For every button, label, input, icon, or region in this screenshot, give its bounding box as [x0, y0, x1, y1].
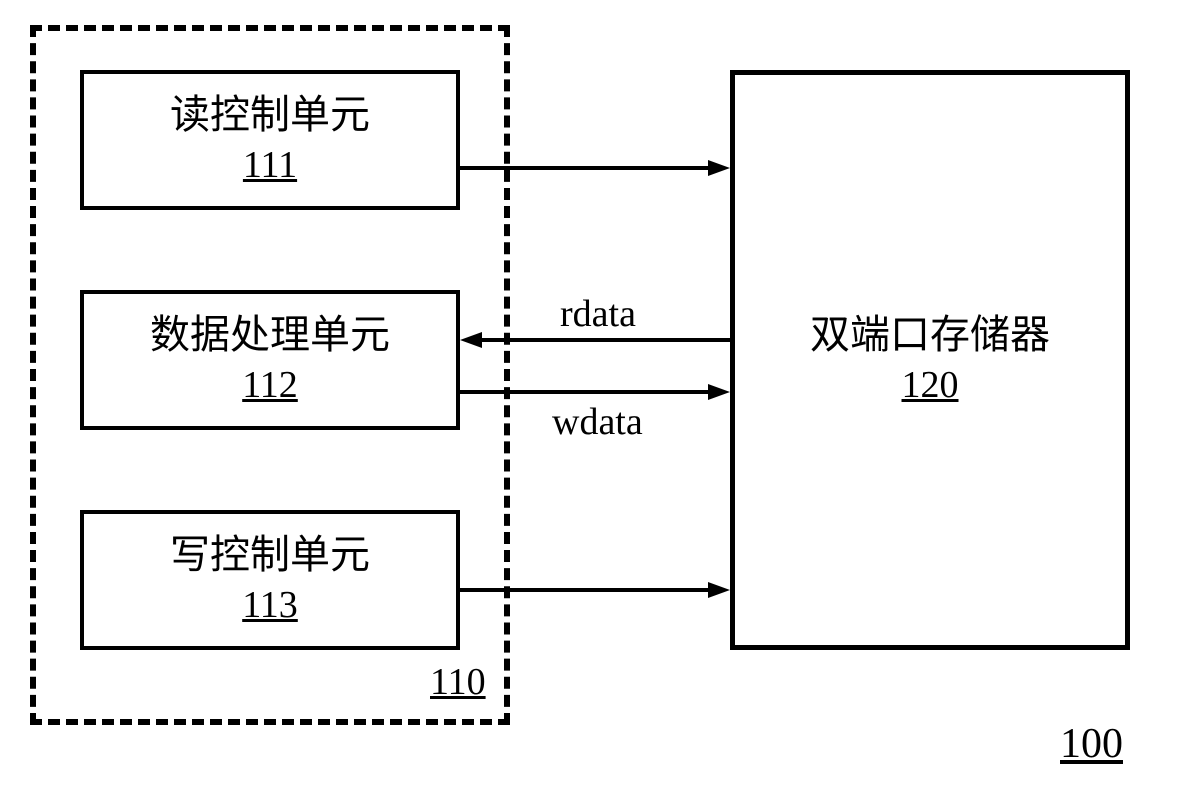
- read-control-unit-box: 读控制单元 111: [80, 70, 460, 210]
- controller-group-ref-number: 110: [430, 660, 486, 704]
- system-ref-number: 100: [1060, 720, 1123, 768]
- wdata-label: wdata: [552, 400, 643, 444]
- write-control-unit-title: 写控制单元: [170, 529, 370, 581]
- dual-port-memory-box: 双端口存储器 120: [730, 70, 1130, 650]
- diagram-canvas: 110 读控制单元 111 数据处理单元 112 写控制单元 113 双端口存储…: [0, 0, 1193, 794]
- data-processing-unit-title: 数据处理单元: [150, 309, 390, 361]
- rdata-label: rdata: [560, 292, 636, 336]
- data-processing-unit-number: 112: [242, 361, 298, 410]
- read-control-unit-number: 111: [243, 141, 297, 190]
- write-control-unit-number: 113: [242, 581, 298, 630]
- data-processing-unit-box: 数据处理单元 112: [80, 290, 460, 430]
- dual-port-memory-number: 120: [902, 361, 959, 410]
- dual-port-memory-title: 双端口存储器: [810, 309, 1050, 361]
- write-control-unit-box: 写控制单元 113: [80, 510, 460, 650]
- read-control-unit-title: 读控制单元: [170, 89, 370, 141]
